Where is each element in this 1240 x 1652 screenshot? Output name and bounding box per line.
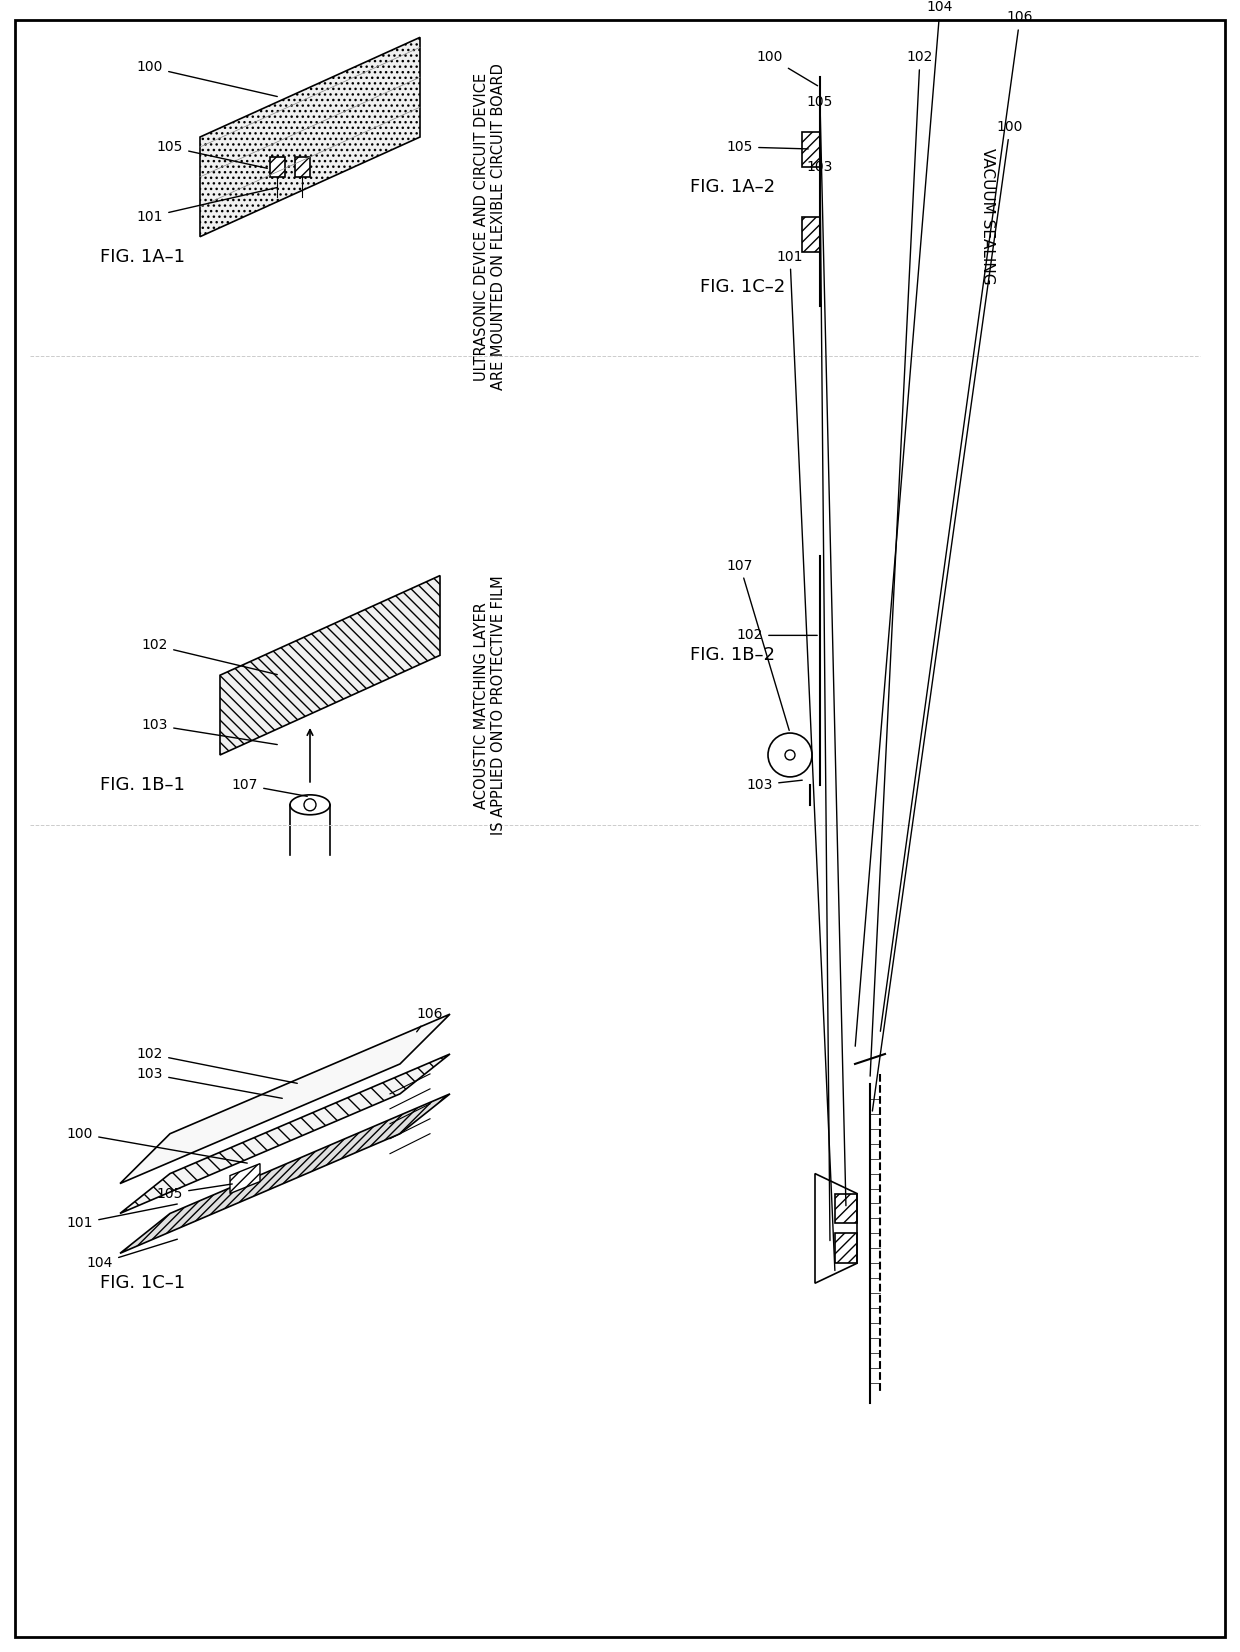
Text: 104: 104	[856, 0, 954, 1046]
Text: 102: 102	[136, 1047, 298, 1084]
Text: 100: 100	[67, 1127, 247, 1163]
Bar	[295, 157, 310, 177]
Text: FIG. 1B–2: FIG. 1B–2	[689, 646, 775, 664]
Text: 103: 103	[141, 719, 278, 745]
Polygon shape	[229, 1163, 260, 1193]
Text: 106: 106	[880, 10, 1033, 1031]
Bar	[835, 1193, 857, 1224]
Text: 101: 101	[136, 187, 278, 223]
Text: 100: 100	[873, 121, 1023, 1112]
Bar	[270, 157, 285, 177]
Text: 101: 101	[776, 249, 835, 1270]
Text: 107: 107	[727, 558, 789, 730]
Text: 100: 100	[136, 59, 278, 96]
Text: FIG. 1B–1: FIG. 1B–1	[100, 776, 185, 795]
Text: ACOUSTIC MATCHING LAYER
IS APPLIED ONTO PROTECTIVE FILM: ACOUSTIC MATCHING LAYER IS APPLIED ONTO …	[474, 575, 506, 834]
Bar	[802, 216, 820, 251]
Polygon shape	[120, 1094, 450, 1254]
Text: 105: 105	[156, 1184, 232, 1201]
Polygon shape	[120, 1014, 450, 1183]
Text: 103: 103	[136, 1067, 283, 1099]
Text: FIG. 1C–1: FIG. 1C–1	[100, 1274, 185, 1292]
Text: ULTRASONIC DEVICE AND CIRCUIT DEVICE
ARE MOUNTED ON FLEXIBLE CIRCUIT BOARD: ULTRASONIC DEVICE AND CIRCUIT DEVICE ARE…	[474, 63, 506, 390]
Text: 104: 104	[87, 1239, 177, 1270]
Bar	[835, 1234, 857, 1264]
Text: FIG. 1A–2: FIG. 1A–2	[689, 178, 775, 197]
Text: VACUUM SEALING: VACUUM SEALING	[980, 149, 994, 286]
Polygon shape	[200, 38, 420, 236]
Bar	[802, 132, 820, 167]
Text: FIG. 1C–2: FIG. 1C–2	[701, 278, 785, 296]
Text: 103: 103	[807, 160, 833, 1241]
Text: 105: 105	[156, 140, 268, 169]
Text: 103: 103	[746, 778, 802, 791]
Text: 102: 102	[141, 638, 278, 674]
Text: 105: 105	[727, 140, 808, 154]
Text: 106: 106	[417, 1008, 443, 1032]
Polygon shape	[120, 1054, 450, 1214]
Text: 105: 105	[807, 96, 846, 1206]
Text: 102: 102	[737, 628, 817, 643]
Text: 100: 100	[756, 50, 817, 86]
Text: 107: 107	[232, 778, 308, 796]
Polygon shape	[219, 575, 440, 755]
Text: 102: 102	[870, 50, 934, 1075]
Text: FIG. 1A–1: FIG. 1A–1	[100, 248, 185, 266]
Text: 101: 101	[67, 1204, 177, 1231]
